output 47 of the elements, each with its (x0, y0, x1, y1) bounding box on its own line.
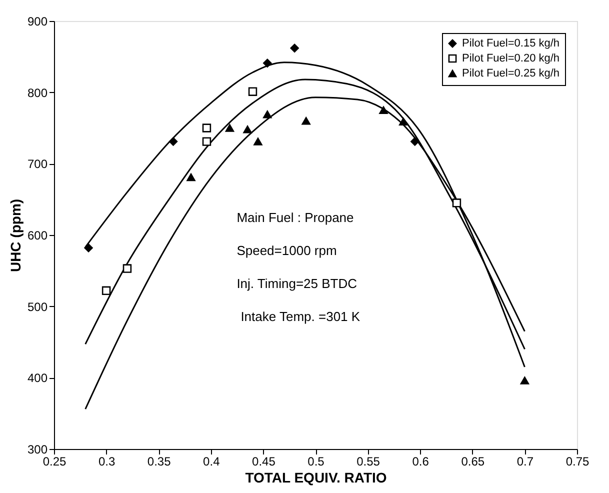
y-tick-label: 600 (27, 228, 48, 242)
x-tick-label: 0.65 (461, 454, 485, 468)
legend-label: Pilot Fuel=0.20 kg/h (462, 52, 560, 64)
annotation: Main Fuel : Propane (236, 210, 354, 226)
x-tick-label: 0.75 (566, 454, 590, 468)
point (202, 124, 212, 132)
point (399, 118, 408, 126)
x-tick-label: 0.4 (203, 454, 220, 468)
x-tick-label: 0.6 (412, 454, 430, 468)
point (290, 44, 299, 52)
y-axis-title: UHC (ppm) (7, 198, 24, 272)
point (302, 117, 310, 125)
y-tick-label: 300 (27, 442, 48, 456)
point (243, 126, 252, 134)
annotation: Speed=1000 rpm (236, 243, 337, 258)
point (186, 173, 196, 182)
x-tick-label: 0.25 (42, 454, 66, 468)
annotation: Inj. Timing=25 BTDC (236, 276, 357, 292)
legend-label: Pilot Fuel=0.25 kg/h (462, 68, 560, 80)
x-tick-label: 0.7 (516, 454, 534, 468)
x-tick-label: 0.45 (252, 454, 276, 468)
x-axis-title: TOTAL EQUIV. RATIO (245, 470, 387, 486)
point (520, 376, 530, 384)
point (410, 137, 420, 146)
x-tick-label: 0.35 (147, 454, 172, 468)
point (379, 106, 388, 114)
y-tick-label: 500 (27, 300, 48, 314)
y-tick-label: 800 (27, 86, 48, 100)
point (452, 198, 462, 208)
point (202, 137, 212, 146)
annotation: Intake Temp. =301 K (240, 309, 360, 324)
x-tick-label: 0.55 (356, 454, 380, 468)
point (84, 243, 93, 252)
point (263, 58, 272, 68)
point (263, 110, 272, 118)
x-tick-label: 0.5 (308, 454, 325, 468)
legend-label: Pilot Fuel=0.15 kg/h (462, 38, 560, 50)
y-tick-label: 900 (27, 14, 48, 28)
point (122, 264, 132, 273)
y-tick-label: 700 (27, 157, 48, 172)
point (225, 124, 234, 132)
x-tick-label: 0.3 (98, 454, 116, 468)
point (254, 138, 262, 146)
point (168, 137, 178, 146)
point (102, 286, 111, 295)
point (248, 87, 258, 96)
y-tick-label: 400 (27, 371, 48, 386)
